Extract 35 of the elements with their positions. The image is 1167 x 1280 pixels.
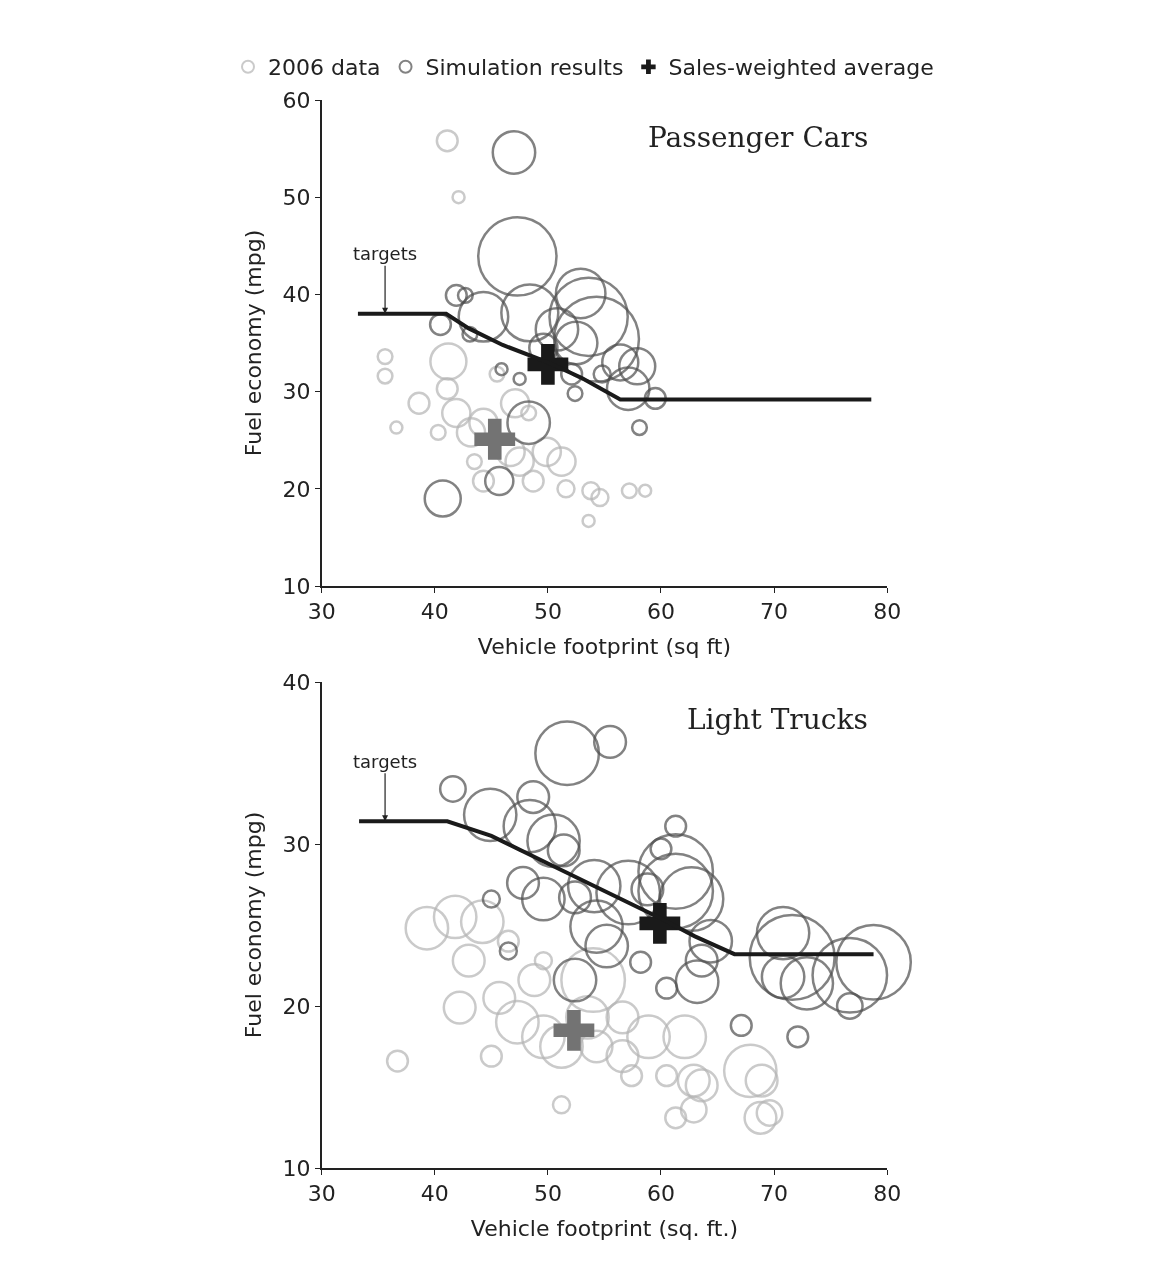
y-tick-label: 20 <box>282 993 311 1019</box>
y-tick-label: 20 <box>282 476 311 502</box>
legend-label: Sales-weighted average <box>668 55 934 81</box>
y-tick-label: 10 <box>282 573 311 599</box>
y-axis-title: Fuel economy (mpg) <box>240 811 266 1039</box>
x-axis-title: Vehicle footprint (sq ft) <box>477 633 732 659</box>
y-tick-label: 50 <box>282 184 311 210</box>
x-tick-label: 60 <box>646 1181 675 1207</box>
x-tick-label: 40 <box>420 599 449 625</box>
y-tick-label: 60 <box>282 87 311 113</box>
x-tick-label: 80 <box>873 1181 902 1207</box>
y-tick-label: 30 <box>282 831 311 857</box>
legend-label: 2006 data <box>268 55 381 81</box>
x-tick-label: 50 <box>533 599 562 625</box>
legend-label: Simulation results <box>425 55 624 81</box>
x-tick-label: 70 <box>760 599 789 625</box>
y-tick-label: 30 <box>282 379 311 405</box>
annotation: targets <box>353 751 418 772</box>
line-series <box>357 819 876 957</box>
x-tick-label: 70 <box>760 1181 789 1207</box>
annotation: targets <box>353 243 418 264</box>
line-series <box>355 311 874 402</box>
text: Light Trucks <box>687 703 868 736</box>
y-tick-label: 10 <box>282 1155 311 1181</box>
x-tick-label: 60 <box>646 599 675 625</box>
x-tick-label: 30 <box>307 1181 336 1207</box>
y-tick-label: 40 <box>282 282 311 308</box>
x-axis-title: Vehicle footprint (sq. ft.) <box>470 1215 739 1241</box>
x-tick-label: 80 <box>873 599 902 625</box>
x-tick-label: 40 <box>420 1181 449 1207</box>
text: Passenger Cars <box>648 121 869 154</box>
y-tick-label: 40 <box>282 669 311 695</box>
y-axis-title: Fuel economy (mpg) <box>240 229 266 457</box>
x-tick-label: 30 <box>307 599 336 625</box>
x-tick-label: 50 <box>533 1181 562 1207</box>
